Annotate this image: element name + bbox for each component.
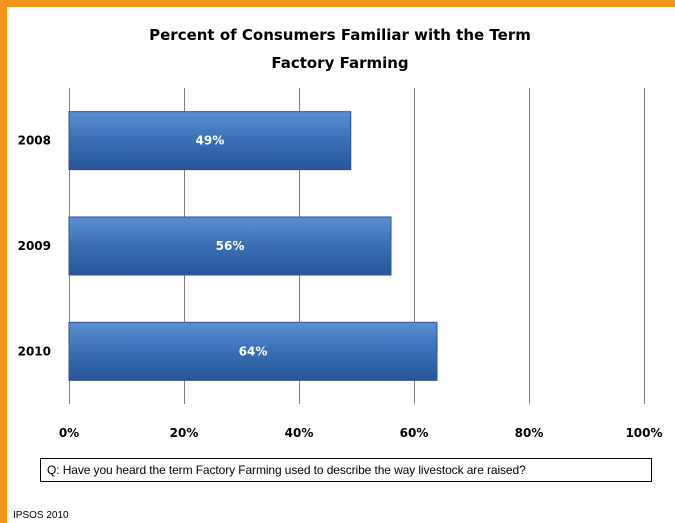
x-tick-label: 20% [170, 426, 199, 440]
x-tick-label: 100% [625, 426, 662, 440]
y-category-label-2008: 2008 [18, 134, 51, 148]
x-tick-label: 60% [400, 426, 429, 440]
y-category-label-2009: 2009 [18, 239, 51, 253]
y-category-label-2010: 2010 [18, 344, 51, 358]
data-label-2008: 49% [196, 134, 225, 148]
source-label: IPSOS 2010 [13, 510, 69, 521]
bar-2010 [68, 321, 438, 381]
data-label-2009: 56% [216, 239, 245, 253]
question-text: Q: Have you heard the term Factory Farmi… [40, 458, 652, 482]
labels: 0% 20% 40% 60% 80% 100% 49% 2008 56% 2009 64% 2010 [18, 134, 663, 440]
bar-2009 [68, 216, 392, 276]
bar-2008 [68, 111, 352, 171]
x-tick-label: 0% [59, 426, 79, 440]
chart-title-line-2: Factory Farming [271, 54, 408, 72]
data-label-2010: 64% [239, 344, 268, 358]
x-tick-label: 80% [515, 426, 544, 440]
x-tick-label: 40% [285, 426, 314, 440]
chart-title-line-1: Percent of Consumers Familiar with the T… [149, 26, 531, 44]
bars [68, 111, 438, 381]
